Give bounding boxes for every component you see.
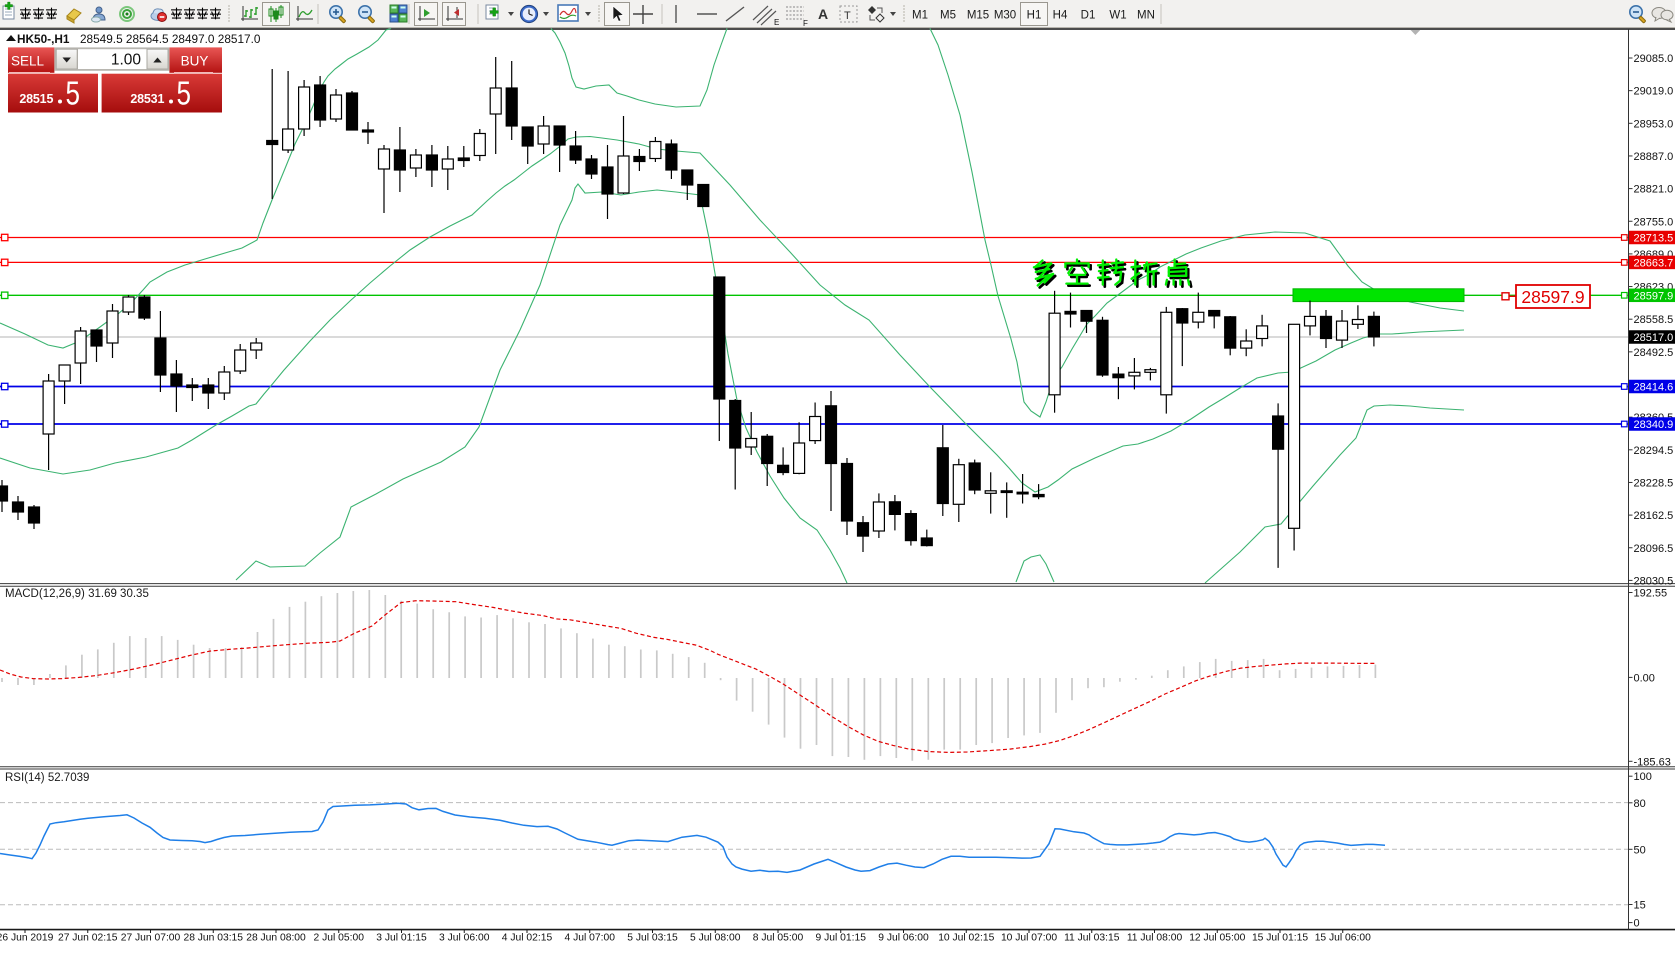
svg-text:28340.9: 28340.9: [1634, 419, 1674, 431]
svg-text:E: E: [774, 18, 779, 27]
svg-text:M5: M5: [940, 10, 956, 22]
svg-text:H4: H4: [1053, 10, 1068, 22]
svg-text:80: 80: [1634, 798, 1646, 810]
svg-text:26 Jun 2019: 26 Jun 2019: [0, 933, 54, 944]
svg-text:MN: MN: [1137, 10, 1155, 22]
svg-text:15 Jul 01:15: 15 Jul 01:15: [1252, 933, 1308, 944]
svg-text:5: 5: [66, 75, 81, 112]
svg-text:28294.5: 28294.5: [1634, 445, 1674, 457]
svg-text:29085.0: 29085.0: [1634, 53, 1674, 65]
svg-text:50: 50: [1634, 844, 1646, 856]
svg-text:0.00: 0.00: [1634, 672, 1655, 684]
svg-text:28517.0: 28517.0: [1634, 332, 1674, 344]
svg-text:28597.9: 28597.9: [1634, 291, 1674, 303]
svg-text:0: 0: [1634, 918, 1640, 930]
svg-text:M15: M15: [967, 10, 989, 22]
svg-text:5 Jul 03:15: 5 Jul 03:15: [627, 933, 678, 944]
svg-text:28558.5: 28558.5: [1634, 314, 1674, 326]
svg-text:27 Jun 02:15: 27 Jun 02:15: [58, 933, 118, 944]
svg-text:27 Jun 07:00: 27 Jun 07:00: [121, 933, 181, 944]
svg-text:11 Jul 08:00: 11 Jul 08:00: [1127, 933, 1183, 944]
svg-text:4 Jul 02:15: 4 Jul 02:15: [502, 933, 553, 944]
svg-text:2 Jul 05:00: 2 Jul 05:00: [314, 933, 365, 944]
svg-text:15 Jul 06:00: 15 Jul 06:00: [1315, 933, 1371, 944]
svg-text:28030.5: 28030.5: [1634, 575, 1674, 587]
svg-text:4 Jul 07:00: 4 Jul 07:00: [565, 933, 616, 944]
svg-text:8 Jul 05:00: 8 Jul 05:00: [753, 933, 804, 944]
svg-text:9 Jul 06:00: 9 Jul 06:00: [878, 933, 929, 944]
svg-text:A: A: [818, 6, 828, 22]
svg-text:28531: 28531: [130, 92, 164, 106]
svg-text:SELL: SELL: [11, 54, 45, 69]
svg-text:10 Jul 07:00: 10 Jul 07:00: [1001, 933, 1057, 944]
svg-text:H1: H1: [1027, 10, 1042, 22]
svg-text:28713.5: 28713.5: [1634, 233, 1674, 245]
svg-text:28953.0: 28953.0: [1634, 118, 1674, 130]
svg-text:28887.0: 28887.0: [1634, 151, 1674, 163]
svg-text:28663.7: 28663.7: [1634, 258, 1674, 270]
svg-text:10 Jul 02:15: 10 Jul 02:15: [938, 933, 994, 944]
svg-text:11 Jul 03:15: 11 Jul 03:15: [1064, 933, 1120, 944]
svg-text:HK50-,H1: HK50-,H1: [17, 32, 70, 46]
svg-text:28821.0: 28821.0: [1634, 184, 1674, 196]
svg-text:28228.5: 28228.5: [1634, 477, 1674, 489]
svg-text:29019.0: 29019.0: [1634, 86, 1674, 98]
svg-text:M1: M1: [912, 10, 928, 22]
svg-text:28755.0: 28755.0: [1634, 216, 1674, 228]
svg-text:5: 5: [177, 75, 192, 112]
svg-text:-185.63: -185.63: [1634, 756, 1671, 768]
svg-text:28515: 28515: [19, 92, 53, 106]
svg-text:28096.5: 28096.5: [1634, 543, 1674, 555]
svg-text:D1: D1: [1081, 10, 1096, 22]
svg-text:MACD(12,26,9) 31.69 30.35: MACD(12,26,9) 31.69 30.35: [5, 588, 149, 600]
svg-text:28597.9: 28597.9: [1521, 287, 1584, 307]
svg-text:RSI(14) 52.7039: RSI(14) 52.7039: [5, 772, 89, 784]
svg-text:28492.5: 28492.5: [1634, 347, 1674, 359]
svg-text:3 Jul 06:00: 3 Jul 06:00: [439, 933, 490, 944]
svg-text:1.00: 1.00: [111, 52, 142, 69]
svg-text:15: 15: [1634, 900, 1646, 912]
svg-text:M30: M30: [994, 10, 1016, 22]
svg-text:28162.5: 28162.5: [1634, 510, 1674, 522]
svg-text:W1: W1: [1109, 10, 1126, 22]
svg-text:28414.6: 28414.6: [1634, 382, 1674, 394]
svg-text:28 Jun 03:15: 28 Jun 03:15: [183, 933, 243, 944]
svg-text:T: T: [844, 10, 851, 22]
svg-text:5 Jul 08:00: 5 Jul 08:00: [690, 933, 741, 944]
svg-text:9 Jul 01:15: 9 Jul 01:15: [816, 933, 867, 944]
svg-text:100: 100: [1634, 771, 1652, 783]
svg-text:192.55: 192.55: [1634, 588, 1668, 600]
svg-text:F: F: [803, 19, 808, 28]
svg-text:12 Jul 05:00: 12 Jul 05:00: [1189, 933, 1245, 944]
svg-text:28 Jun 08:00: 28 Jun 08:00: [246, 933, 306, 944]
svg-text:3 Jul 01:15: 3 Jul 01:15: [376, 933, 427, 944]
svg-text:BUY: BUY: [181, 54, 209, 69]
svg-text:28549.5 28564.5 28497.0 28517.: 28549.5 28564.5 28497.0 28517.0: [80, 32, 261, 46]
